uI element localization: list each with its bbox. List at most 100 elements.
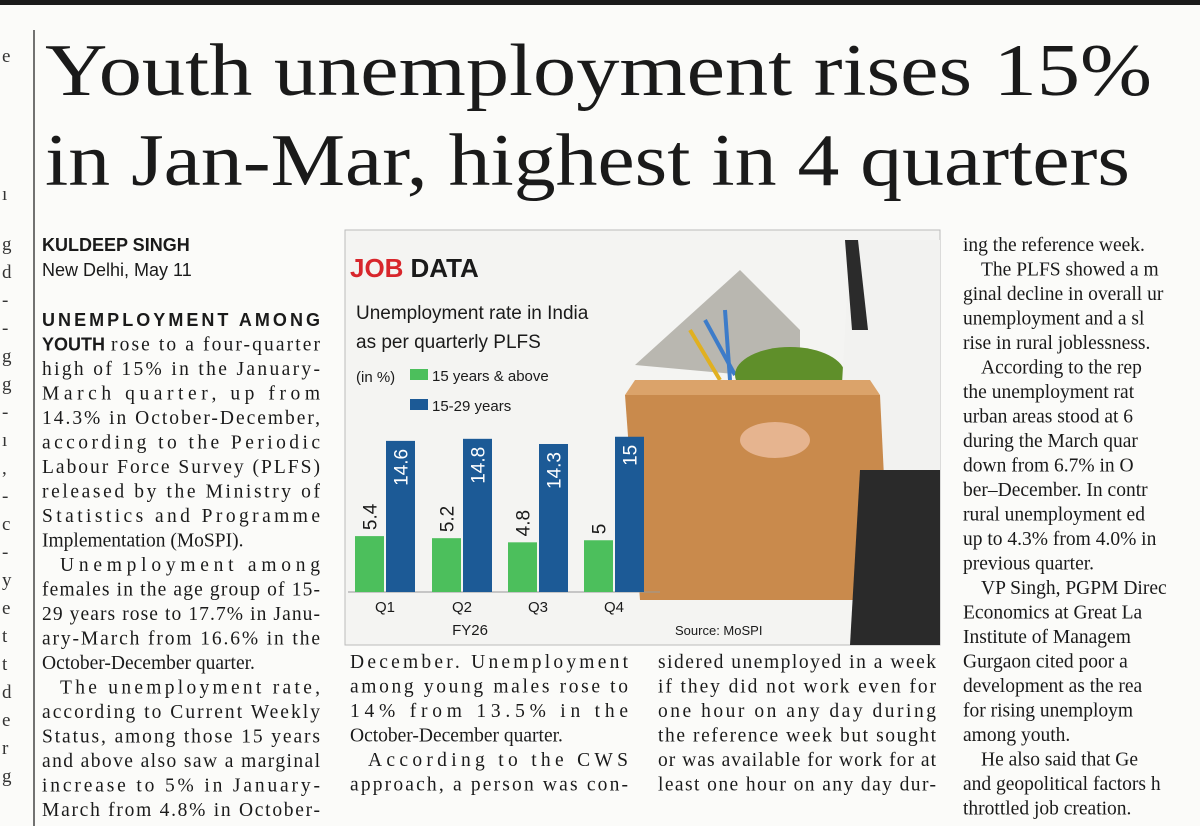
edge-fragment: g	[2, 234, 12, 255]
headline: in Jan-Mar, highest in 4 quarters	[45, 120, 1130, 202]
body-line: October-December quarter.	[42, 653, 255, 674]
x-tick-label: Q3	[528, 599, 548, 616]
x-tick-label: Q4	[604, 599, 624, 616]
body-line: increase to 5% in January-	[42, 776, 320, 797]
body-line: Unemployment among	[60, 555, 320, 576]
edge-fragment: -	[2, 290, 8, 311]
body-line: and above also saw a marginal	[42, 751, 321, 772]
byline-author: KULDEEP SINGH	[42, 235, 190, 255]
illustration	[625, 240, 940, 645]
body-line: Status, among those 15 years	[42, 727, 320, 748]
body-line: ber–December. In contr	[963, 480, 1148, 501]
trousers	[850, 470, 940, 645]
body-line: October-December quarter.	[350, 726, 563, 747]
body-line: 29 years rose to 17.7% in Janu-	[42, 604, 320, 625]
body-line: 14.3% in October-December,	[42, 408, 320, 429]
edge-fragment: ı	[2, 430, 7, 451]
edge-fragment: -	[2, 402, 8, 423]
bar	[355, 536, 384, 592]
edge-fragment: -	[2, 318, 8, 339]
body-line: the reference week but sought	[658, 726, 937, 747]
byline-dateline: New Delhi, May 11	[42, 260, 192, 280]
body-line: According to the CWS	[368, 750, 628, 771]
bar	[386, 440, 415, 592]
x-axis-label: FY26	[452, 622, 488, 639]
body-line: sidered unemployed in a week	[658, 652, 936, 673]
body-line: March from 4.8% in October-	[42, 800, 320, 821]
edge-fragment: d	[2, 262, 12, 283]
top-rule	[0, 0, 1200, 5]
edge-fragment: g	[2, 766, 12, 787]
legend-label: 15-29 years	[432, 398, 511, 415]
edge-fragment: e	[2, 598, 10, 619]
body-line: approach, a person was con-	[350, 775, 628, 796]
body-line: rose to a four-quarter	[111, 335, 321, 356]
value-label: 14.6	[392, 449, 413, 486]
body-line: Labour Force Survey (PLFS)	[42, 457, 320, 478]
value-label: 15	[621, 445, 642, 466]
chart-kicker: DATA	[410, 253, 479, 283]
value-label: 5.2	[438, 506, 459, 532]
body-line: Institute of Managem	[963, 627, 1131, 648]
edge-fragment: c	[2, 514, 10, 535]
edge-fragment: -	[2, 542, 8, 563]
bar	[539, 443, 568, 592]
body-line: VP Singh, PGPM Direc	[981, 578, 1167, 599]
edge-fragment: e	[2, 710, 10, 731]
body-line: up to 4.3% from 4.0% in	[963, 529, 1157, 550]
box	[625, 395, 890, 600]
body-line: according to Current Weekly	[42, 702, 320, 723]
body-line: least one hour on any day dur-	[658, 775, 936, 796]
edge-fragment: d	[2, 682, 12, 703]
kicker: UNEMPLOYMENT AMONG	[42, 310, 320, 330]
legend-swatch	[410, 399, 428, 410]
value-label: 4.8	[514, 510, 535, 536]
edge-fragment: ,	[2, 458, 7, 479]
value-label: 5	[590, 524, 611, 535]
kicker: YOUTH	[42, 335, 105, 355]
body-line: urban areas stood at 6	[963, 407, 1133, 428]
body-line: rise in rural joblessness.	[963, 333, 1150, 354]
edge-fragment: r	[2, 738, 9, 759]
value-label: 5.4	[361, 503, 382, 530]
edge-fragment: g	[2, 346, 12, 367]
body-line: high of 15% in the January-	[42, 359, 320, 380]
body-line: ary-March from 16.6% in the	[42, 629, 320, 650]
chart-kicker: JOB	[350, 253, 403, 283]
body-line: The PLFS showed a m	[981, 260, 1159, 281]
chart-unit: (in %)	[356, 369, 395, 386]
body-line: released by the Ministry of	[42, 482, 320, 503]
edge-fragment: ı	[2, 184, 7, 205]
body-line: during the March quar	[963, 431, 1138, 452]
body-line: Economics at Great La	[963, 603, 1143, 624]
body-line: Gurgaon cited poor a	[963, 652, 1128, 673]
body-line: and geopolitical factors h	[963, 774, 1161, 795]
body-line: unemployment and a sl	[963, 309, 1145, 330]
body-line: previous quarter.	[963, 554, 1094, 575]
body-line: December. Unemployment	[350, 652, 629, 673]
body-line: down from 6.7% in O	[963, 456, 1134, 477]
chart-title: Unemployment rate in India	[356, 303, 589, 324]
chart-source: Source: MoSPI	[675, 623, 762, 638]
box-lid	[625, 380, 880, 395]
body-line: development as the rea	[963, 676, 1143, 697]
body-line: according to the Periodic	[42, 433, 320, 454]
x-tick-label: Q2	[452, 599, 472, 616]
tie	[845, 240, 868, 330]
body-line: the unemployment rat	[963, 382, 1135, 403]
body-line: among young males rose to	[350, 677, 628, 698]
body-line: rural unemployment ed	[963, 505, 1145, 526]
legend-swatch	[410, 369, 428, 380]
body-line: According to the rep	[981, 358, 1142, 379]
body-line: for rising unemploym	[963, 701, 1133, 722]
body-line: Implementation (MoSPI).	[42, 531, 243, 552]
legend-label: 15 years & above	[432, 368, 549, 385]
edge-fragment: g	[2, 374, 12, 395]
body-line: ginal decline in overall ur	[963, 284, 1164, 305]
bar	[584, 540, 613, 592]
body-line: The unemployment rate,	[60, 678, 320, 699]
edge-fragment: e	[2, 46, 10, 67]
body-line: ing the reference week.	[963, 235, 1145, 256]
bar	[615, 436, 644, 592]
